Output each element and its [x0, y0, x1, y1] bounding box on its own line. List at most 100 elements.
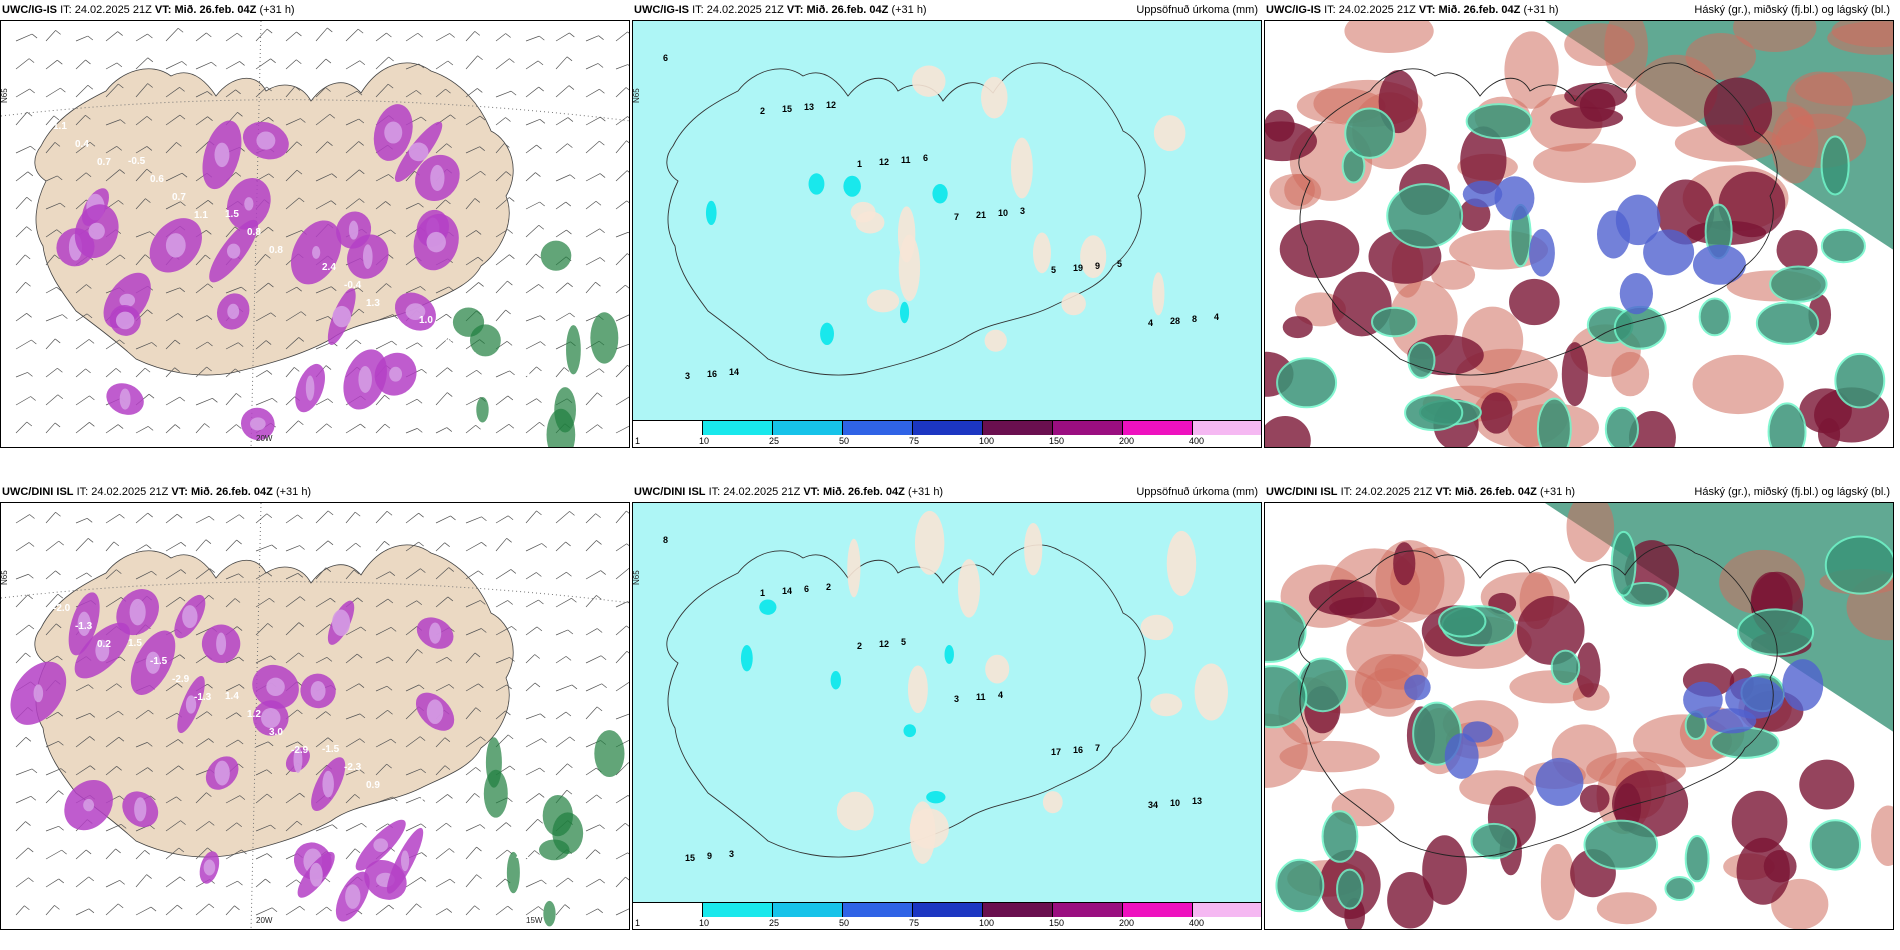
colorbar-segment — [1053, 421, 1123, 435]
value-label: 2.1 — [516, 850, 530, 861]
value-label: -1.3 — [194, 692, 212, 703]
colorbar-tick-label: 150 — [1049, 436, 1065, 446]
value-label: 17 — [1051, 747, 1061, 757]
colorbar-segment — [913, 421, 983, 435]
value-label: 14 — [729, 367, 739, 377]
value-label: -0.5 — [441, 333, 459, 344]
value-label: 9 — [1095, 261, 1100, 271]
value-label: 11 — [901, 155, 911, 165]
value-label: 28 — [1170, 316, 1180, 326]
field-description: Háský (gr.), miðský (fj.bl.) og lágský (… — [1694, 486, 1890, 498]
value-label: 0.6 — [150, 174, 164, 185]
colorbar-tick-label: 150 — [1049, 918, 1065, 928]
colorbar-tick-label: 200 — [1119, 436, 1135, 446]
value-label: 8 — [1192, 314, 1197, 324]
value-label: 3 — [954, 694, 959, 704]
value-label: 2.6 — [538, 386, 552, 397]
value-label: -2.3 — [344, 762, 362, 773]
value-label: 3 — [685, 371, 690, 381]
value-label: 2 — [826, 582, 831, 592]
value-label: 11 — [976, 692, 986, 702]
grid-label: N65 — [633, 88, 641, 103]
map-canvas — [1265, 21, 1893, 447]
value-label: 0.8 — [560, 586, 574, 597]
value-label: -1.9 — [31, 585, 49, 596]
model-name: UWC/DINI ISL — [634, 486, 706, 498]
value-label: 0.7 — [97, 157, 111, 168]
map-canvas — [1265, 503, 1893, 929]
init-time: 24.02.2025 21Z — [91, 486, 169, 498]
colorbar-segment — [703, 903, 773, 917]
value-label: 15 — [685, 853, 695, 863]
value-label: 15 — [782, 104, 792, 114]
value-label: 0.3 — [441, 815, 455, 826]
init-time: 24.02.2025 21Z — [74, 4, 152, 16]
it-label: IT: — [692, 4, 704, 16]
colorbar-segment — [1053, 903, 1123, 917]
value-label: 0.9 — [366, 780, 380, 791]
value-label: 1.0 — [419, 797, 433, 808]
valid-time: Mið. 26.feb. 04Z — [1438, 4, 1521, 16]
colorbar-tick-label: 200 — [1119, 918, 1135, 928]
lead-time: (+31 h) — [907, 486, 944, 498]
value-label: 6 — [804, 584, 809, 594]
value-label: -2.9 — [172, 674, 190, 685]
value-label: -1.5 — [322, 744, 340, 755]
value-label: 1.0 — [560, 104, 574, 115]
map-area: -1.9 1.5 1.4 -1.5 1.0 2.1 -2.0 -1.5 1.2 -2.3 0.3 2.… — [0, 502, 630, 930]
value-label: 2.4 — [538, 868, 552, 879]
grid-label: 20W — [256, 434, 273, 443]
value-label: 6 — [663, 53, 668, 63]
value-label: 9 — [707, 851, 712, 861]
value-label: 7 — [1095, 743, 1100, 753]
value-label: 10 — [998, 208, 1008, 218]
colorbar-segment — [983, 903, 1053, 917]
precip-colorbar: 1 10 25 50 75 100 150 200 400 — [633, 902, 1261, 929]
colorbar-tick-label: 10 — [699, 436, 710, 446]
map-area — [1264, 20, 1894, 448]
value-label: 4 — [998, 690, 1003, 700]
map-panel-3: UWC/IG-IS IT: 24.02.2025 21Z VT: Mið. 26… — [1264, 0, 1894, 448]
map-area — [1264, 502, 1894, 930]
panel-title: UWC/DINI ISL IT: 24.02.2025 21Z VT: Mið.… — [1266, 482, 1575, 502]
iceland-coastline — [1298, 544, 1778, 858]
value-label: 1.3 — [366, 298, 380, 309]
value-label: -1.3 — [75, 621, 93, 632]
it-label: IT: — [708, 486, 721, 498]
colorbar-tick-label: 75 — [909, 436, 920, 446]
value-label: 1.2 — [247, 709, 261, 720]
value-label: 0.8 — [269, 245, 283, 256]
colorbar-tick-label: 25 — [769, 918, 780, 928]
value-label: -1.5 — [150, 656, 168, 667]
value-label: 16 — [1073, 745, 1083, 755]
value-label: 2 — [760, 106, 765, 116]
valid-time: Mið. 26.feb. 04Z — [1454, 486, 1537, 498]
valid-time: Mið. 26.feb. 04Z — [822, 486, 905, 498]
value-label: 1 — [760, 588, 765, 598]
value-label: 12 — [826, 100, 836, 110]
map-panel-4: UWC/DINI ISL IT: 24.02.2025 21Z VT: Mið.… — [0, 482, 630, 930]
colorbar-tick-label: 50 — [839, 436, 850, 446]
iceland-coastline — [1298, 62, 1778, 376]
value-label: 1.4 — [225, 691, 239, 702]
colorbar-tick-label: 1 — [635, 436, 641, 446]
value-label: 8 — [663, 535, 668, 545]
map-panel-2: UWC/IG-IS IT: 24.02.2025 21Z VT: Mið. 26… — [632, 0, 1262, 448]
valid-time: Mið. 26.feb. 04Z — [174, 4, 257, 16]
it-label: IT: — [1340, 486, 1353, 498]
map-panel-1: UWC/IG-IS IT: 24.02.2025 21Z VT: Mið. 26… — [0, 0, 630, 448]
value-label: 4 — [1148, 318, 1153, 328]
colorbar-tick-label: 400 — [1189, 918, 1205, 928]
it-label: IT: — [76, 486, 89, 498]
init-time: 24.02.2025 21Z — [723, 486, 801, 498]
colorbar-segment — [633, 903, 703, 917]
value-label: 21 — [976, 210, 986, 220]
grid-label: 15W — [526, 916, 543, 925]
map-panel-6: UWC/DINI ISL IT: 24.02.2025 21Z VT: Mið.… — [1264, 482, 1894, 930]
value-label: 5 — [901, 637, 906, 647]
map-area: 6 2 1 7 5 4 3 15 12 21 19 28 16 13 11 10 9 8 14 12 6 3 5 4 N65 1 1… — [632, 20, 1262, 448]
map-area: 0.7 -0.5 1.5 2.4 1.0 2.0 1.1 0.6 0.8 -0.4 -0.5 2.6 0… — [0, 20, 630, 448]
value-label: 0.4 — [75, 139, 89, 150]
value-label: 0.2 — [97, 639, 111, 650]
value-label: -0.4 — [344, 280, 362, 291]
